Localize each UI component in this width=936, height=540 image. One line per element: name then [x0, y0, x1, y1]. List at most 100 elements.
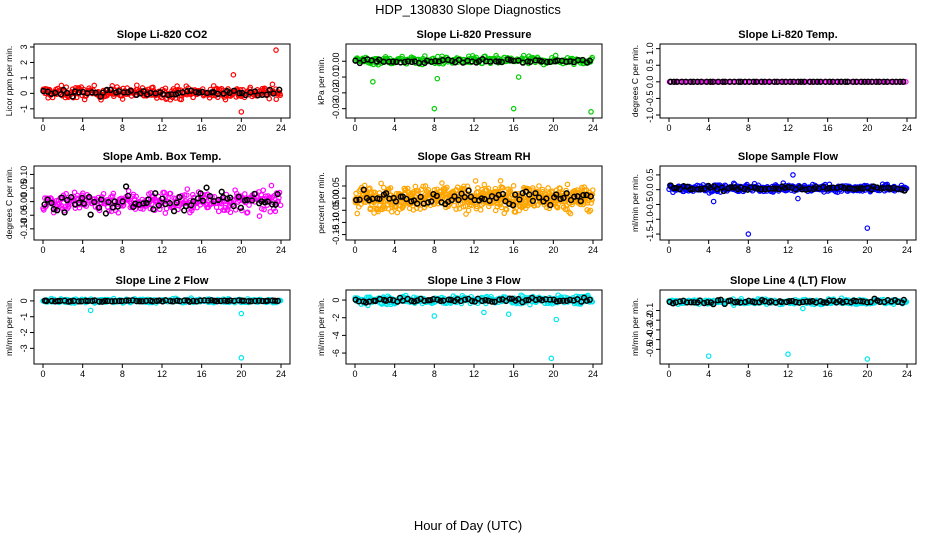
point-means — [878, 185, 885, 192]
point-means — [213, 298, 221, 305]
point-means — [465, 187, 472, 194]
x-tick-label: 12 — [783, 123, 793, 133]
point-means — [509, 202, 517, 209]
point-means — [527, 58, 534, 66]
point-means — [719, 78, 726, 85]
point-means — [720, 187, 727, 195]
x-tick-label: 12 — [469, 245, 479, 255]
point-means — [236, 89, 243, 97]
point-means — [101, 297, 109, 305]
point-means — [690, 299, 698, 306]
x-tick-label: 0 — [352, 123, 357, 133]
point-means — [461, 194, 468, 201]
x-tick-label: 4 — [80, 123, 85, 133]
point-means — [124, 89, 132, 96]
x-tick-label: 12 — [469, 369, 479, 379]
point-means — [580, 191, 587, 199]
y-tick-label: 0.00 — [331, 189, 341, 207]
point-means — [261, 199, 269, 206]
point-samples — [465, 207, 472, 214]
point-samples — [481, 181, 488, 188]
point-means — [64, 89, 71, 97]
point-means — [111, 198, 118, 205]
point-samples — [564, 181, 571, 188]
point-means — [810, 78, 817, 85]
point-samples — [134, 82, 140, 89]
y-tick-label: -0.15 — [331, 224, 341, 245]
point-means — [734, 298, 741, 305]
point-means — [673, 184, 680, 192]
point-samples — [477, 207, 484, 213]
point-means — [772, 185, 779, 192]
point-means — [889, 78, 896, 85]
point-means — [217, 297, 224, 305]
point-means — [176, 193, 183, 201]
point-means — [67, 298, 74, 305]
point-means — [193, 298, 200, 305]
point-means — [48, 90, 55, 98]
point-means — [69, 93, 76, 100]
point-means — [152, 190, 159, 197]
point-means — [857, 78, 865, 85]
point-means — [669, 300, 677, 307]
point-means — [560, 297, 567, 304]
x-tick-label: 20 — [236, 123, 246, 133]
y-tick-label: 0.0 — [645, 76, 655, 89]
y-tick-label: -1.0 — [645, 212, 655, 228]
x-tick-label: 24 — [588, 245, 598, 255]
point-means — [786, 298, 793, 305]
point-means — [376, 195, 383, 203]
point-means — [522, 297, 530, 304]
point-samples — [133, 193, 139, 200]
x-tick-label: 12 — [157, 123, 167, 133]
point-means — [155, 202, 162, 209]
panel-7: Slope Line 2 Flow 0 4 8 12 16 20 24 -3 -2 -1 0 ml/mi… — [4, 275, 291, 379]
point-samples — [510, 105, 517, 112]
point-means — [448, 57, 456, 65]
point-means — [498, 58, 506, 66]
point-samples — [246, 202, 252, 208]
point-means — [362, 299, 370, 306]
x-tick-label: 0 — [40, 369, 45, 379]
point-samples — [553, 316, 560, 323]
point-means — [468, 297, 476, 305]
point-samples — [100, 190, 107, 197]
point-means — [75, 89, 83, 96]
point-samples — [240, 87, 246, 93]
point-means — [269, 201, 276, 208]
point-means — [495, 58, 502, 65]
point-samples — [184, 186, 191, 192]
point-samples — [181, 192, 188, 198]
point-means — [64, 196, 71, 204]
point-means — [539, 297, 546, 304]
point-means — [366, 197, 373, 204]
point-means — [758, 186, 765, 193]
point-means — [867, 298, 874, 306]
point-samples — [273, 190, 280, 196]
point-means — [560, 194, 567, 202]
y-axis-label: Licor ppm per min. — [4, 46, 14, 116]
point-means — [704, 299, 711, 306]
plot-frame — [33, 43, 291, 119]
point-means — [579, 56, 586, 64]
point-samples — [230, 72, 237, 78]
y-axis-label: degrees C per min. — [4, 167, 14, 239]
point-samples — [269, 81, 276, 88]
point-samples — [502, 205, 509, 212]
point-means — [122, 297, 130, 304]
point-means — [567, 58, 574, 65]
y-tick-label: -0.3 — [645, 322, 655, 338]
point-means — [437, 297, 444, 305]
point-means — [237, 204, 244, 211]
point-means — [57, 91, 65, 98]
point-means — [547, 201, 554, 209]
point-means — [670, 184, 678, 192]
point-means — [694, 78, 701, 85]
x-tick-label: 4 — [392, 369, 397, 379]
point-samples — [189, 191, 196, 198]
point-means — [486, 197, 493, 204]
point-samples — [190, 94, 196, 101]
y-tick-label: -1.5 — [645, 226, 655, 242]
